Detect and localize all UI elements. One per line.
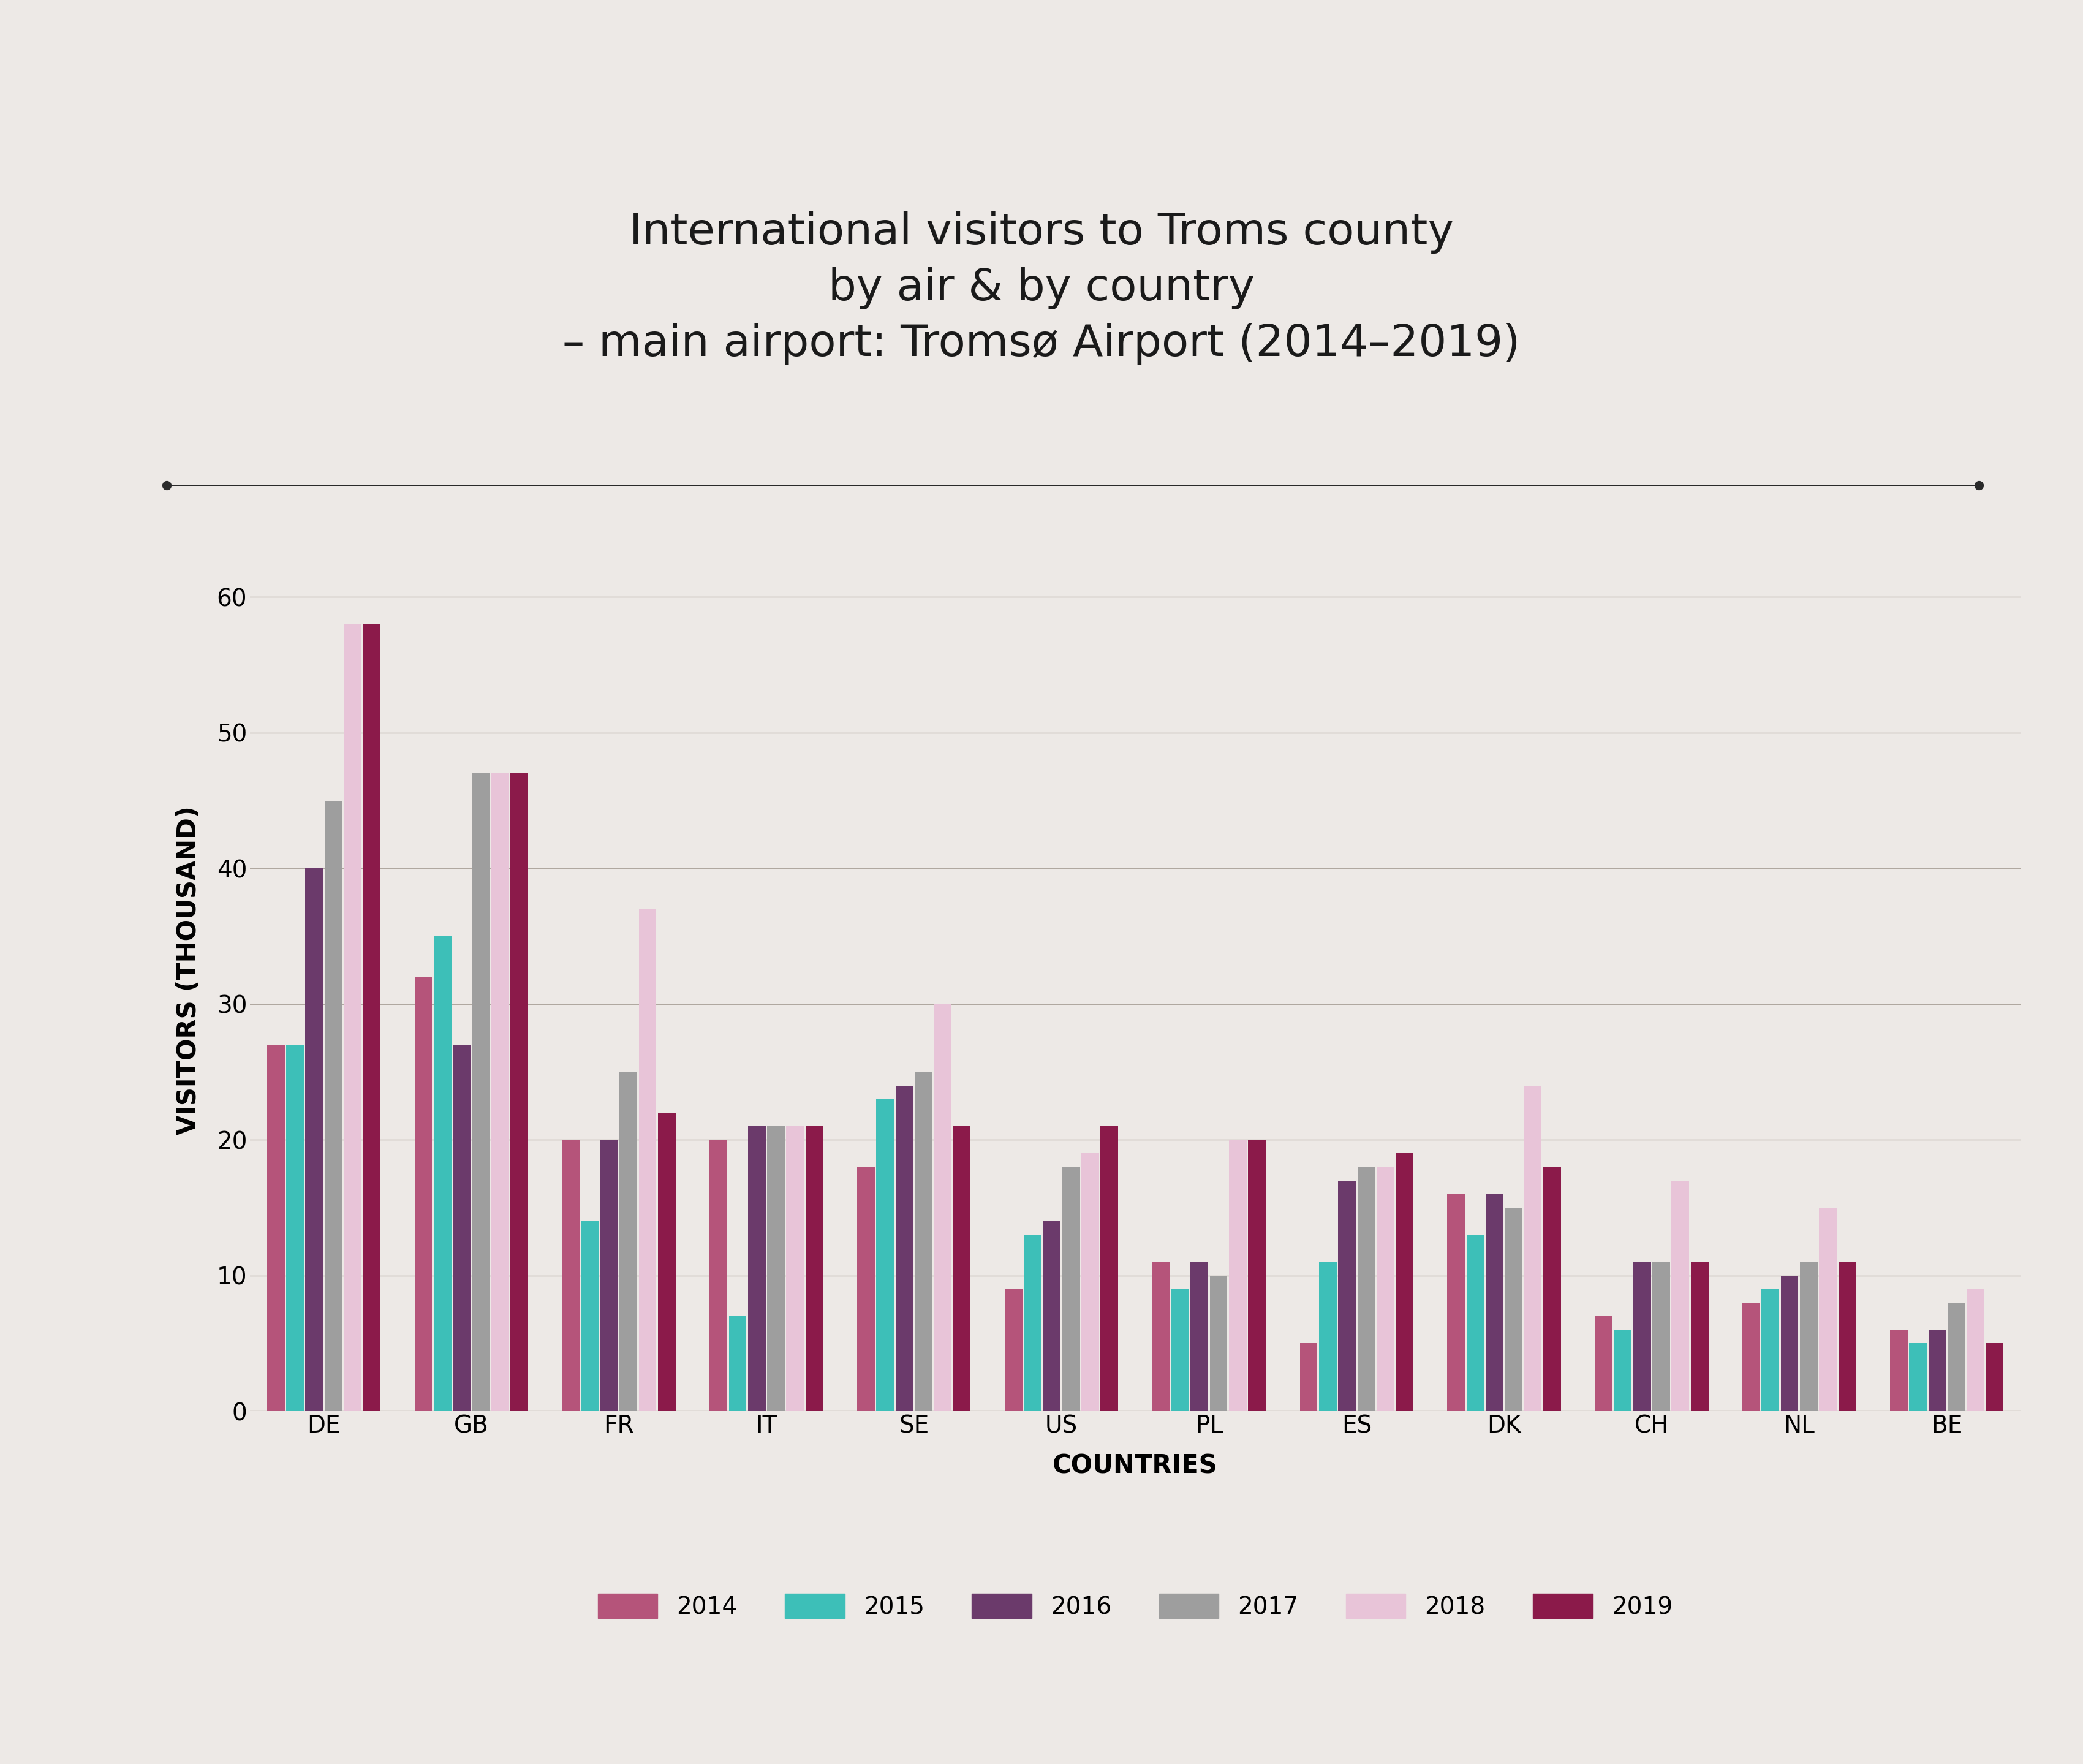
Bar <box>1889 1330 1908 1411</box>
Bar <box>1100 1125 1119 1411</box>
Bar <box>1248 1140 1266 1411</box>
Bar <box>1966 1289 1985 1411</box>
Bar <box>1044 1221 1060 1411</box>
Bar <box>1741 1302 1760 1411</box>
Bar <box>433 937 452 1411</box>
Bar <box>914 1073 933 1411</box>
Bar <box>1504 1208 1523 1411</box>
Bar <box>362 624 381 1411</box>
Bar <box>1691 1261 1708 1411</box>
Bar <box>1544 1168 1560 1411</box>
Bar <box>856 1168 875 1411</box>
Bar <box>1633 1261 1652 1411</box>
Bar <box>1652 1261 1671 1411</box>
Bar <box>1300 1344 1316 1411</box>
Bar <box>285 1044 304 1411</box>
Bar <box>748 1125 767 1411</box>
Bar <box>1062 1168 1079 1411</box>
Bar <box>1485 1194 1504 1411</box>
Bar <box>619 1073 637 1411</box>
Bar <box>1762 1289 1779 1411</box>
Bar <box>639 908 656 1411</box>
Bar <box>1929 1330 1946 1411</box>
Bar <box>1152 1261 1171 1411</box>
Bar <box>1358 1168 1375 1411</box>
Bar <box>473 773 490 1411</box>
Text: International visitors to Troms county
by air & by country
– main airport: Troms: International visitors to Troms county b… <box>562 212 1521 365</box>
Bar <box>933 1004 952 1411</box>
Bar <box>325 801 342 1411</box>
Bar <box>600 1140 619 1411</box>
Bar <box>1004 1289 1023 1411</box>
Bar <box>452 1044 471 1411</box>
Bar <box>1081 1154 1100 1411</box>
Bar <box>562 1140 579 1411</box>
Bar <box>1614 1330 1631 1411</box>
Bar <box>1171 1289 1189 1411</box>
Bar <box>1525 1085 1541 1411</box>
Bar <box>806 1125 823 1411</box>
Bar <box>1229 1140 1246 1411</box>
Bar <box>658 1113 675 1411</box>
Bar <box>1839 1261 1856 1411</box>
Bar <box>1191 1261 1208 1411</box>
Bar <box>877 1099 894 1411</box>
Bar <box>767 1125 785 1411</box>
Bar <box>1466 1235 1485 1411</box>
Bar <box>1596 1316 1612 1411</box>
Bar <box>415 977 431 1411</box>
Bar <box>344 624 360 1411</box>
Bar <box>1448 1194 1464 1411</box>
Bar <box>1377 1168 1394 1411</box>
Bar <box>1337 1180 1356 1411</box>
Bar <box>1910 1344 1927 1411</box>
Bar <box>492 773 508 1411</box>
Legend: 2014, 2015, 2016, 2017, 2018, 2019: 2014, 2015, 2016, 2017, 2018, 2019 <box>585 1582 1685 1632</box>
Bar <box>1210 1275 1227 1411</box>
Bar <box>306 868 323 1411</box>
Bar <box>729 1316 746 1411</box>
Bar <box>1319 1261 1337 1411</box>
Bar <box>510 773 529 1411</box>
Bar <box>1396 1154 1414 1411</box>
Bar <box>785 1125 804 1411</box>
X-axis label: COUNTRIES: COUNTRIES <box>1052 1454 1219 1478</box>
Bar <box>1985 1344 2004 1411</box>
Bar <box>1671 1180 1689 1411</box>
Bar <box>1025 1235 1042 1411</box>
Bar <box>1800 1261 1818 1411</box>
Bar <box>954 1125 971 1411</box>
Bar <box>267 1044 285 1411</box>
Y-axis label: VISITORS (THOUSAND): VISITORS (THOUSAND) <box>175 806 202 1134</box>
Bar <box>1948 1302 1964 1411</box>
Bar <box>1818 1208 1837 1411</box>
Bar <box>710 1140 727 1411</box>
Bar <box>581 1221 600 1411</box>
Bar <box>896 1085 912 1411</box>
Bar <box>1781 1275 1798 1411</box>
